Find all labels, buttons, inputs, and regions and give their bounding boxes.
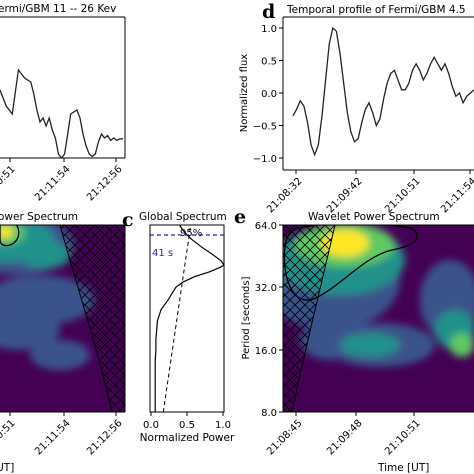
e-xtick-label: 21:08:45: [265, 418, 305, 458]
panel-c-title: Global Spectrum: [139, 211, 227, 223]
panel-d: d Temporal profile of Fermi/GBM 4.5 1.0 0…: [239, 1, 474, 215]
panel-bottom-left: ower Spectrum: [0, 211, 126, 474]
panel-e-letter: e: [234, 206, 246, 228]
panel-d-title: Temporal profile of Fermi/GBM 4.5: [286, 4, 466, 16]
panel-d-letter: d: [262, 1, 275, 23]
d-ytick-label: 0.0: [261, 89, 277, 100]
e-ytick-label: 16.0: [255, 346, 277, 357]
d-ytick-label: −0.5: [253, 122, 277, 133]
panel-e: e Wavelet Power Spectrum: [234, 206, 474, 474]
c-xtick-label: 1.0: [215, 420, 231, 431]
wavelet-left-axes: [0, 224, 126, 413]
panel-c: c Global Spectrum 95% 41 s 0.0 0.5 1.0 N…: [122, 209, 235, 444]
c-xtick-label: 0.0: [143, 420, 159, 431]
d-xtick-label: 21:09:42: [325, 176, 365, 216]
d-xtick-label: 21:11:54: [439, 176, 474, 216]
tl-line-series: [0, 68, 123, 160]
panel-c-x-ticks: 0.0 0.5 1.0: [143, 412, 231, 431]
tl-xtick-label: 21:12:56: [85, 164, 125, 204]
e-ytick-label: 8.0: [261, 408, 277, 419]
d-ytick-label: 1.0: [261, 24, 277, 35]
d-line-series: [292, 26, 474, 157]
wl-xtick-label: 21:11:54: [33, 418, 73, 458]
e-xtick-label: 21:09:48: [325, 418, 365, 458]
c-global-power-series: [154, 224, 225, 412]
panel-top-left-axes: [0, 16, 126, 159]
panel-d-ylabel: Normalized flux: [239, 54, 250, 133]
wavelet-left-x-ticks: 21:10:51 21:11:54 21:12:56: [0, 412, 125, 457]
wl-xtick-label: 21:10:51: [0, 418, 18, 458]
panel-top-left-x-ticks: 21:10:51 21:11:54 21:12:56: [0, 158, 125, 203]
panel-c-xlabel: Normalized Power: [140, 432, 235, 444]
wl-xtick-label: 21:12:56: [85, 418, 125, 458]
c-significance-series: [162, 224, 192, 413]
panel-d-line-series: [292, 26, 474, 157]
d-xtick-label: 21:08:32: [265, 176, 305, 216]
panel-e-ylabel: Period [seconds]: [241, 276, 252, 359]
panel-top-left: ermi/GBM 11 -- 26 Kev 21:10:51 21:11:54 …: [0, 3, 126, 203]
e-ytick-label: 64.0: [255, 221, 277, 232]
panel-top-left-title: ermi/GBM 11 -- 26 Kev: [0, 3, 116, 15]
panel-e-title: Wavelet Power Spectrum: [308, 211, 440, 223]
panel-c-annotation-95: 95%: [180, 228, 202, 239]
d-ytick-label: 0.5: [261, 57, 277, 68]
panel-c-annotation-41s: 41 s: [152, 248, 173, 259]
d-xtick-label: 21:10:51: [383, 176, 423, 216]
wavelet-e-x-ticks: 21:08:45 21:09:48 21:10:51: [265, 412, 423, 457]
panel-d-x-ticks: 21:08:32 21:09:42 21:10:51 21:11:54: [265, 170, 474, 215]
wavelet-e-heatmap: [283, 225, 474, 412]
c-xtick-label: 0.5: [179, 420, 195, 431]
panel-e-xlabel: Time [UT]: [377, 462, 429, 474]
wavelet-left-heatmap: [0, 225, 125, 412]
wavelet-left-xlabel: [UT]: [0, 462, 14, 474]
tl-xtick-label: 21:10:51: [0, 164, 18, 204]
tl-xtick-label: 21:11:54: [33, 164, 73, 204]
panel-c-series: [154, 224, 225, 413]
panel-d-y-ticks: 1.0 0.5 0.0 −0.5 −1.0: [253, 24, 283, 165]
panel-c-letter: c: [122, 209, 134, 231]
panel-top-left-line-series: [0, 68, 123, 160]
wavelet-e-axes: [282, 224, 474, 413]
e-ytick-label: 32.0: [255, 283, 277, 294]
e-xtick-label: 21:10:51: [383, 418, 423, 458]
panel-bottom-left-title: ower Spectrum: [0, 211, 78, 223]
wavelet-e-y-ticks: 64.0 32.0 16.0 8.0: [255, 221, 283, 419]
d-ytick-label: −1.0: [253, 154, 277, 165]
